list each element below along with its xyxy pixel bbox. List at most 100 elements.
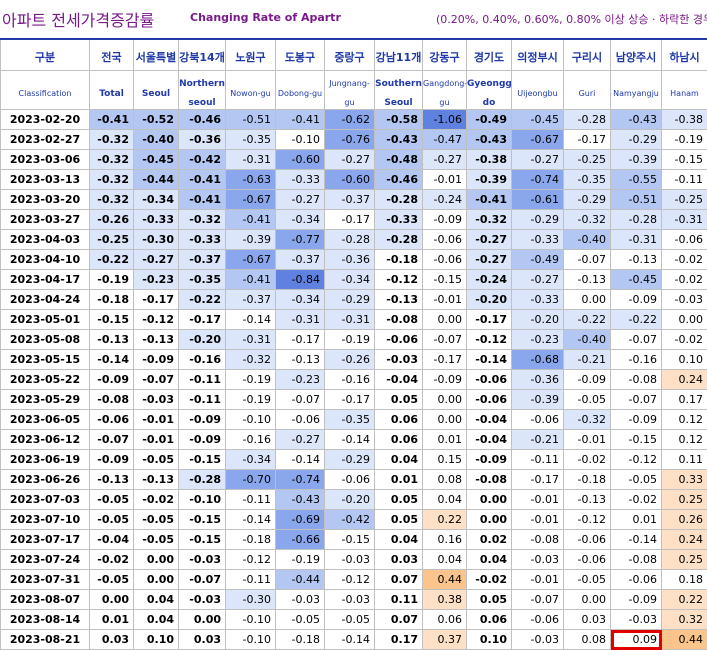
value-cell: -0.02 [662,270,707,290]
value-cell: -0.74 [276,470,325,490]
value-cell: -0.43 [276,490,325,510]
value-cell: -0.14 [90,350,134,370]
col-header-en: Guri [564,71,611,110]
value-cell: -0.17 [276,330,325,350]
value-cell: -0.07 [134,370,179,390]
value-cell: -0.01 [564,430,611,450]
value-cell: -0.11 [226,570,276,590]
value-cell: -0.03 [179,550,226,570]
value-cell: -0.18 [375,250,423,270]
highlighted-value-cell: 0.09 [611,630,662,650]
value-cell: -0.03 [662,290,707,310]
value-cell: -0.02 [662,330,707,350]
value-cell: 0.11 [662,450,707,470]
value-cell: 0.16 [423,530,467,550]
value-cell: -0.13 [134,470,179,490]
value-cell: -0.13 [134,330,179,350]
value-cell: -0.13 [611,250,662,270]
value-cell: -0.06 [375,330,423,350]
col-header-en: Northern seoul [179,71,226,110]
value-cell: -0.09 [467,450,512,470]
value-cell: -0.01 [423,290,467,310]
value-cell: -0.02 [467,570,512,590]
table-row: 2023-07-03-0.05-0.02-0.10-0.11-0.43-0.20… [1,490,707,510]
col-header-en: Namyangju [611,71,662,110]
value-cell: -0.34 [134,190,179,210]
value-cell: -0.15 [179,530,226,550]
value-cell: -0.18 [276,630,325,650]
value-cell: 0.05 [467,590,512,610]
value-cell: -0.55 [611,170,662,190]
value-cell: -0.24 [423,190,467,210]
value-cell: 0.03 [90,630,134,650]
value-cell: -0.36 [512,370,564,390]
value-cell: -0.33 [512,290,564,310]
value-cell: -0.19 [276,550,325,570]
value-cell: 0.00 [564,290,611,310]
value-cell: -0.17 [512,470,564,490]
row-date: 2023-05-15 [1,350,90,370]
row-date: 2023-07-03 [1,490,90,510]
value-cell: -0.01 [512,510,564,530]
value-cell: -0.47 [423,130,467,150]
value-cell: 0.05 [375,490,423,510]
value-cell: 0.01 [611,510,662,530]
table-row: 2023-02-27-0.32-0.40-0.36-0.35-0.10-0.76… [1,130,707,150]
value-cell: -0.07 [423,330,467,350]
value-cell: 0.10 [662,350,707,370]
value-cell: -0.18 [564,470,611,490]
value-cell: -0.60 [325,170,375,190]
value-cell: 0.26 [662,510,707,530]
value-cell: 0.12 [662,410,707,430]
value-cell: -0.66 [276,530,325,550]
value-cell: -0.67 [512,130,564,150]
row-date: 2023-07-24 [1,550,90,570]
value-cell: -0.32 [226,350,276,370]
value-cell: 0.11 [375,590,423,610]
row-label-header: 구분 [1,39,90,71]
value-cell: -0.09 [611,290,662,310]
table-row: 2023-06-12-0.07-0.01-0.09-0.16-0.27-0.14… [1,430,707,450]
value-cell: -0.05 [90,570,134,590]
col-header-en: Uijeongbu [512,71,564,110]
value-cell: 0.44 [423,570,467,590]
value-cell: -0.33 [375,210,423,230]
value-cell: -0.09 [611,590,662,610]
value-cell: -0.41 [179,170,226,190]
value-cell: -0.15 [179,450,226,470]
value-cell: -0.11 [179,390,226,410]
row-date: 2023-08-07 [1,590,90,610]
value-cell: -0.45 [512,110,564,130]
value-cell: -0.15 [423,270,467,290]
value-cell: -0.62 [325,110,375,130]
value-cell: -0.12 [325,570,375,590]
value-cell: -0.49 [512,250,564,270]
value-cell: 0.22 [662,590,707,610]
value-cell: -0.37 [179,250,226,270]
value-cell: -0.07 [276,390,325,410]
value-cell: 0.04 [375,450,423,470]
value-cell: -0.37 [325,190,375,210]
value-cell: -0.32 [90,170,134,190]
value-cell: 0.38 [423,590,467,610]
col-header: 남양주시 [611,39,662,71]
value-cell: -0.21 [512,430,564,450]
value-cell: -0.06 [325,470,375,490]
value-cell: -0.06 [512,610,564,630]
value-cell: -0.11 [226,490,276,510]
value-cell: -0.19 [226,370,276,390]
value-cell: -0.03 [325,590,375,610]
value-cell: -0.17 [325,210,375,230]
value-cell: -0.20 [467,290,512,310]
row-date: 2023-05-01 [1,310,90,330]
value-cell: -0.37 [226,290,276,310]
value-cell: -0.36 [325,250,375,270]
value-cell: 0.00 [423,410,467,430]
value-cell: -0.05 [564,570,611,590]
value-cell: -0.19 [662,130,707,150]
value-cell: -0.05 [611,470,662,490]
table-row: 2023-02-20-0.41-0.52-0.46-0.51-0.41-0.62… [1,110,707,130]
value-cell: -0.02 [564,450,611,470]
value-cell: -0.14 [611,530,662,550]
col-header: 경기도 [467,39,512,71]
